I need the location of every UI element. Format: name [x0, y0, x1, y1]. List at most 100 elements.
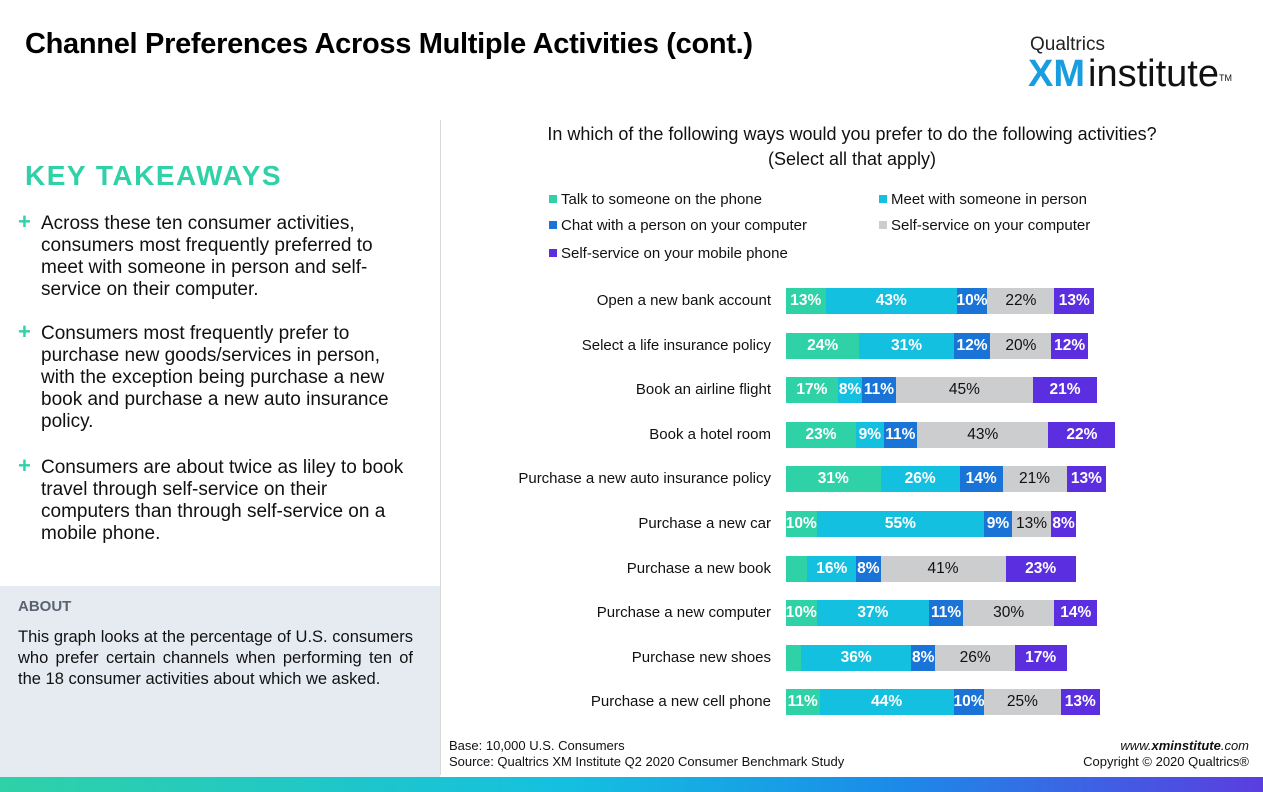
data-label: 23%	[805, 426, 837, 443]
logo-xm-institute-text: XMinstituteTM	[1028, 54, 1232, 94]
legend-swatch	[879, 221, 887, 229]
legend-item: Talk to someone on the phone	[549, 191, 762, 208]
data-label: 20%	[1005, 337, 1037, 354]
data-label: 9%	[986, 515, 1010, 532]
bar-segment	[786, 511, 817, 537]
legend-label: Self-service on your computer	[891, 217, 1091, 234]
data-label: 21%	[1049, 381, 1081, 398]
category-label: Purchase a new computer	[596, 604, 771, 621]
chart-subtitle: (Select all that apply)	[767, 149, 937, 169]
data-label: 31%	[890, 337, 922, 354]
legend-label: Chat with a person on your computer	[561, 217, 807, 234]
bar-segment	[856, 556, 881, 582]
website-link[interactable]: www.xminstitute.com	[1120, 738, 1249, 753]
logo-trademark: TM	[1218, 73, 1232, 83]
bar-segment	[1054, 288, 1095, 314]
data-label: 13%	[1016, 515, 1048, 532]
key-takeaways-heading: KEY TAKEAWAYS	[25, 160, 283, 191]
data-label: 10%	[785, 515, 817, 532]
data-label: 10%	[785, 604, 817, 621]
bar-segment	[786, 689, 820, 715]
plus-icon: +	[18, 209, 31, 234]
data-label: 14%	[1060, 604, 1092, 621]
bar-segment	[819, 689, 954, 715]
data-label: 21%	[1019, 470, 1051, 487]
category-label: Book an airline flight	[635, 381, 771, 398]
about-text: This graph looks at the percentage of U.…	[18, 628, 413, 688]
bar-segment	[880, 466, 960, 492]
data-label: 12%	[1054, 337, 1086, 354]
bar-segment	[984, 689, 1061, 715]
data-label: 31%	[817, 470, 849, 487]
legend-label: Self-service on your mobile phone	[561, 245, 788, 262]
bar-segment	[962, 600, 1055, 626]
legend-label: Meet with someone in person	[891, 191, 1087, 208]
category-label: Purchase a new cell phone	[590, 693, 771, 710]
bar-segment	[911, 645, 936, 671]
bar-segment	[1060, 689, 1101, 715]
bar-segment	[837, 377, 863, 403]
data-label: 22%	[1005, 292, 1037, 309]
bar-segment	[953, 689, 985, 715]
data-label: 11%	[885, 426, 916, 443]
bar-segment	[816, 600, 930, 626]
legend-item: Meet with someone in person	[879, 191, 1087, 208]
data-label: 55%	[884, 515, 916, 532]
legend-item: Self-service on your mobile phone	[549, 245, 788, 262]
data-label: 44%	[871, 693, 903, 710]
bar-segment	[786, 466, 881, 492]
category-label: Purchase a new book	[626, 560, 771, 577]
data-label: 10%	[956, 292, 988, 309]
bar-segment	[895, 377, 1034, 403]
bar-segment	[816, 511, 985, 537]
chart-question: In which of the following ways would you…	[547, 124, 1157, 144]
data-label: 11%	[863, 381, 895, 398]
bar-segment	[786, 333, 860, 359]
takeaway-text: Consumers are about twice as liley to bo…	[41, 457, 404, 544]
data-label: 23%	[1025, 560, 1057, 577]
chart-title: In which of the following ways would you…	[452, 122, 1252, 172]
bar-segment	[801, 645, 912, 671]
bar-segment	[1054, 600, 1098, 626]
bar-segment	[917, 422, 1049, 448]
data-label: 43%	[875, 292, 907, 309]
bar-segment	[1066, 466, 1107, 492]
data-label: 12%	[956, 337, 988, 354]
category-label: Select a life insurance policy	[581, 337, 771, 354]
data-label: 9%	[858, 426, 882, 443]
data-label: 22%	[1066, 426, 1098, 443]
legend-item: Self-service on your computer	[879, 217, 1090, 234]
legend-swatch	[549, 221, 557, 229]
bar-segment	[929, 600, 963, 626]
category-label: Purchase a new auto insurance policy	[518, 470, 771, 487]
category-label: Purchase a new car	[638, 515, 771, 532]
qualtrics-xm-institute-logo: Qualtrics XMinstituteTM	[1028, 34, 1245, 98]
data-label: 11%	[787, 693, 818, 710]
data-label: 8%	[1052, 515, 1075, 532]
bar-segment	[825, 288, 957, 314]
data-label: 43%	[967, 426, 999, 443]
data-label: 13%	[790, 292, 822, 309]
takeaway-text: Across these ten consumer activities, co…	[41, 213, 373, 300]
bar-segment	[1048, 422, 1116, 448]
bar-segment	[1005, 556, 1076, 582]
bar-segment	[956, 288, 988, 314]
legend-item: Chat with a person on your computer	[549, 217, 807, 234]
footer-source: Source: Qualtrics XM Institute Q2 2020 C…	[449, 754, 845, 769]
bar-segment	[1011, 511, 1052, 537]
data-label: 45%	[948, 381, 980, 398]
footer-copyright: Copyright © 2020 Qualtrics®	[1083, 754, 1249, 769]
bar-segment	[935, 645, 1015, 671]
data-label: 26%	[959, 649, 991, 666]
bar-segment	[1014, 645, 1067, 671]
bar-segment	[953, 333, 991, 359]
data-label: 13%	[1070, 470, 1102, 487]
data-label: 17%	[1025, 649, 1057, 666]
bar-segment	[859, 333, 954, 359]
data-label: 25%	[1006, 693, 1038, 710]
data-label: 17%	[796, 381, 828, 398]
data-label: 8%	[838, 381, 862, 398]
data-label: 11%	[931, 604, 962, 621]
category-label: Open a new bank account	[596, 292, 771, 309]
legend-swatch	[879, 195, 887, 203]
